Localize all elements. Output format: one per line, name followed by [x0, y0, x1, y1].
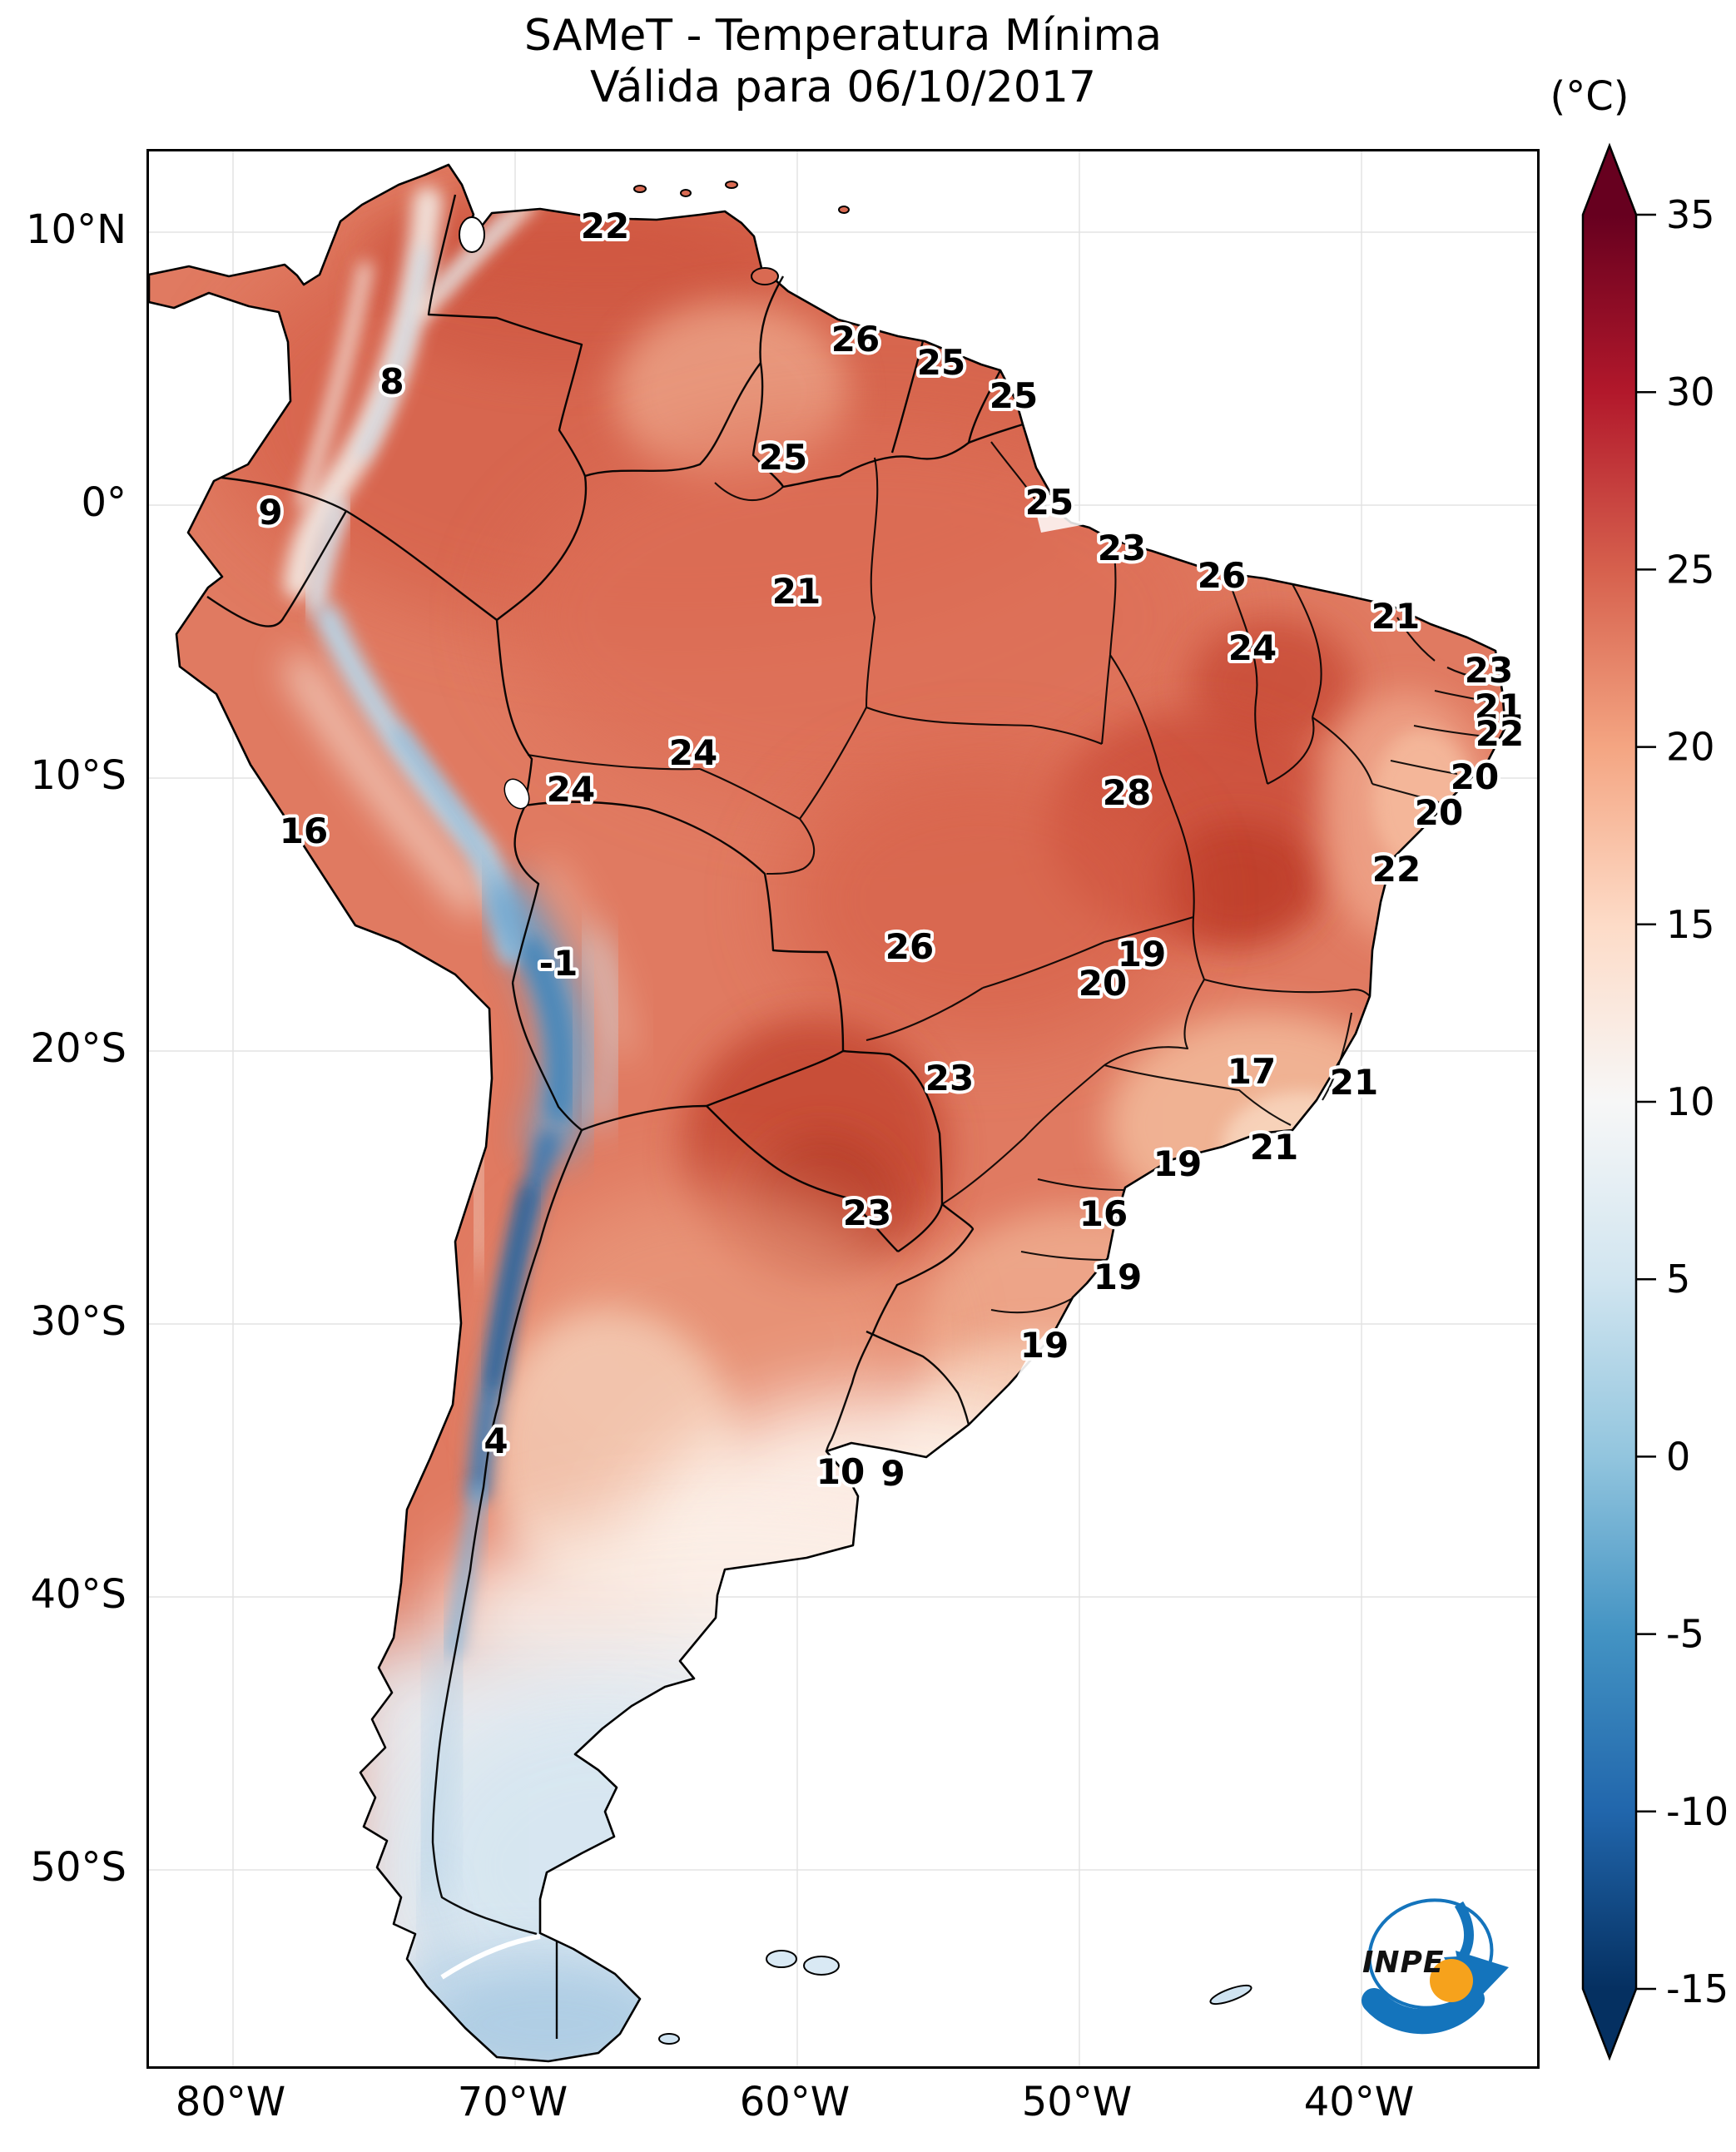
lat-tick-label: 10°N: [26, 206, 126, 253]
lakes: [440, 216, 1086, 1980]
temperature-label: 23: [925, 1058, 974, 1098]
temperature-label: 4: [484, 1421, 508, 1461]
temperature-label: 10: [816, 1451, 865, 1492]
temperature-label: 20: [1415, 792, 1463, 833]
lat-tick-label: 0°: [81, 479, 126, 526]
inpe-logo-text: INPE: [1362, 1946, 1445, 1980]
inpe-logo-down-arrow-icon: [1454, 1901, 1474, 1966]
map-subtitle: Válida para 06/10/2017: [589, 62, 1097, 112]
temperature-label: 20: [1451, 756, 1499, 797]
temperature-label: 9: [258, 492, 282, 533]
temperature-label: 23: [1098, 528, 1146, 568]
temperature-label: 16: [1079, 1193, 1128, 1234]
colorbar-tick-label: 35: [1666, 192, 1715, 237]
temperature-label: 17: [1228, 1051, 1276, 1092]
temperature-label: 22: [1372, 849, 1421, 890]
temperature-label: 25: [917, 342, 965, 383]
lat-tick-label: 20°S: [30, 1025, 126, 1072]
lon-tick-label: 80°W: [175, 2079, 286, 2125]
temperature-label: 24: [669, 732, 717, 773]
temperature-label: 19: [1153, 1143, 1202, 1184]
temperature-label: 23: [1465, 650, 1513, 691]
temperature-label: 22: [1476, 713, 1524, 754]
colorbar-tick-label: -5: [1666, 1612, 1704, 1657]
map-title: SAMeT - Temperatura Mínima: [523, 11, 1163, 61]
temperature-label: 20: [1079, 963, 1127, 1004]
colorbar: 35 30 25 20 15 10 5 0 -5 -10 -15: [1581, 142, 1729, 2061]
temperature-label: 25: [1025, 482, 1074, 523]
colorbar-tick-label: -10: [1666, 1789, 1729, 1834]
temperature-label: 8: [379, 361, 404, 402]
temperature-label: 21: [1475, 687, 1523, 727]
colorbar-tick-label: 20: [1666, 725, 1715, 770]
temperature-label: 25: [759, 437, 807, 478]
colorbar-tick-label: 25: [1666, 547, 1715, 592]
map-canvas: 22 26 25 8 25 25 25 9 23 26 21 21 24 23 21 22 24 20 24 28 20…: [146, 149, 1540, 2069]
colorbar-tick-label: 30: [1666, 369, 1715, 414]
inpe-logo-orange-dot: [1430, 1959, 1473, 2002]
temperature-label: 16: [280, 811, 328, 851]
colorbar-tick-label: 0: [1666, 1434, 1690, 1479]
temperature-label: 25: [990, 375, 1038, 416]
colorbar-ticks: 35 30 25 20 15 10 5 0 -5 -10 -15: [1636, 192, 1729, 2011]
islands: [633, 181, 1252, 2045]
temperature-label: 19: [1094, 1257, 1142, 1297]
title-block: SAMeT - Temperatura Mínima Válida para 0…: [146, 10, 1540, 113]
state-borders: [527, 441, 1493, 1314]
temperature-label: 26: [831, 319, 880, 359]
temperature-label: 9: [880, 1453, 905, 1494]
colorbar-gradient-bar: [1581, 142, 1638, 2061]
inpe-logo-arrowhead-icon: [1456, 1951, 1509, 2011]
temperature-field: [149, 165, 1505, 2061]
temperature-label: 24: [1228, 627, 1277, 668]
inpe-logo: INPE: [1362, 1898, 1509, 2035]
temperature-label: 22: [581, 206, 629, 246]
lon-tick-label: 70°W: [457, 2079, 568, 2125]
colorbar-tick-label: -15: [1666, 1966, 1729, 2011]
inpe-logo-swoosh-arrow-icon: [1362, 1986, 1485, 2035]
temperature-label: 26: [1198, 555, 1246, 596]
temperature-label: 28: [1103, 772, 1151, 813]
lon-tick-label: 50°W: [1021, 2079, 1133, 2125]
lon-tick-label: 40°W: [1303, 2079, 1415, 2125]
lat-tick-label: 40°S: [30, 1571, 126, 1618]
temperature-label: 21: [1330, 1062, 1378, 1103]
lat-tick-label: 30°S: [30, 1298, 126, 1345]
temperature-label: 24: [547, 769, 595, 810]
temperature-label: 21: [772, 571, 821, 612]
colorbar-tick-label: 10: [1666, 1079, 1715, 1124]
lat-tick-label: 50°S: [30, 1844, 126, 1891]
colorbar-tick-label: 5: [1666, 1257, 1690, 1302]
temperature-label: 23: [843, 1193, 891, 1233]
country-borders: [206, 194, 1024, 2039]
temperature-label: 19: [1020, 1325, 1069, 1366]
temperature-label: 21: [1371, 596, 1420, 637]
andes-cold-region: [284, 186, 630, 2016]
temperature-label: -1: [539, 943, 578, 984]
temperature-label: 21: [1250, 1127, 1298, 1168]
colorbar-unit-label: (°C): [1550, 73, 1629, 120]
lat-tick-label: 10°S: [30, 752, 126, 799]
temperature-label: 26: [885, 926, 934, 967]
temperature-label: 19: [1118, 934, 1166, 974]
colorbar-tick-label: 15: [1666, 902, 1715, 947]
lon-tick-label: 60°W: [739, 2079, 851, 2125]
